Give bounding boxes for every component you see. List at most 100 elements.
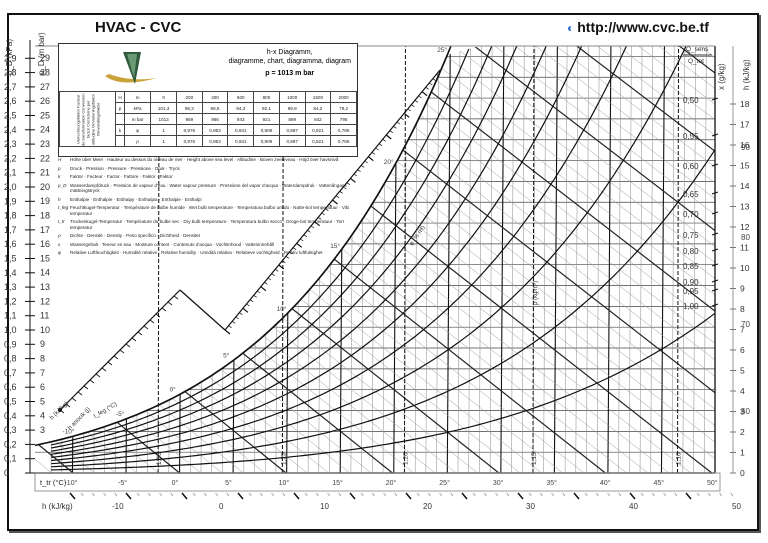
chart-label: 18 xyxy=(740,99,750,109)
chart-label: 2,4 xyxy=(4,125,17,135)
table-cell: 989 xyxy=(175,113,203,125)
chart-label: 90 xyxy=(741,143,750,152)
chart-label: 0 xyxy=(4,468,9,478)
table-cell: 96,6 xyxy=(201,102,229,114)
table-cell: 0,976 xyxy=(175,135,203,147)
chart-label: 0,70 xyxy=(683,210,699,219)
table-cell: 0,931 xyxy=(227,135,255,147)
legend-text: Relative Luftfeuchtigkeit · Humidité rel… xyxy=(70,250,323,255)
chart-label: x (g/kg) xyxy=(717,63,726,90)
chart-label: 0,75 xyxy=(683,231,699,240)
chart-label: ρ (kg/m³) xyxy=(533,281,539,305)
chart-label: -10° xyxy=(62,427,74,435)
cvc-logo-icon xyxy=(105,52,157,84)
table-cell: m bar xyxy=(123,113,152,125)
legend-symbol: h xyxy=(58,196,61,202)
legend-symbol: t_tr xyxy=(58,219,65,224)
table-cell: 842 xyxy=(304,113,332,125)
table-cell: 79,2 xyxy=(330,102,357,114)
table-cell: 0,785 xyxy=(330,135,357,147)
table-cell: 0,909 xyxy=(253,135,280,147)
legend-text: Dichte · Densité · Density · Peso specif… xyxy=(70,233,200,238)
chart-label: 2,8 xyxy=(4,68,17,78)
chart-label: 0,4 xyxy=(4,411,17,421)
chart-label: 0,65 xyxy=(683,190,699,199)
legend-text: Wassergehalt · Teneur en eau · Moisture … xyxy=(70,241,275,247)
chart-label: 1,6 xyxy=(4,239,17,249)
table-cell: 899 xyxy=(278,113,306,125)
legend-item: H Höhe über Meer · Hauteur au dessus du n… xyxy=(58,157,358,163)
heading-line-2: diagramme, chart, diagramma, diagram xyxy=(228,58,351,65)
url-text[interactable]: http://www.cvc.be.tf xyxy=(577,19,709,35)
chart-label: 3 xyxy=(740,407,745,417)
legend-symbol: p_D xyxy=(58,182,67,188)
table-cell: 0,953 xyxy=(201,135,229,147)
chart-label: -10 xyxy=(112,502,124,511)
table-cell: 0,976 xyxy=(175,124,203,136)
chart-label: 30 xyxy=(526,502,535,511)
site-url[interactable]: ◐ http://www.cvc.be.tf xyxy=(567,19,709,35)
table-cell: 89,9 xyxy=(278,102,306,114)
legend-item: t_feg Feuchtkugel-Temperatur · Températur… xyxy=(58,205,358,216)
chart-label: 45° xyxy=(653,479,664,487)
chart-label: 1,5 xyxy=(4,254,17,264)
chart-label: 19 xyxy=(40,196,50,206)
chart-label: 17 xyxy=(740,120,750,130)
chart-label: 1,7 xyxy=(4,225,17,235)
chart-label: 1,4 xyxy=(4,268,17,278)
diagram-heading: h-x Diagramm, diagramme, chart, diagramm… xyxy=(228,48,351,78)
chart-label: 0 xyxy=(740,468,745,478)
chart-label: 20 xyxy=(40,182,50,192)
chart-label: 16 xyxy=(40,239,50,249)
chart-label: 2,7 xyxy=(4,82,17,92)
legend-text: Faktor · Facteur · Factor · Fattore · Fa… xyxy=(70,174,173,179)
chart-label: 10 xyxy=(740,263,750,273)
conversion-table: Umrechnungsfaktor Facteur de transformat… xyxy=(59,91,357,147)
chart-label: 9 xyxy=(40,339,45,349)
chart-label: -5° xyxy=(118,479,127,487)
chart-label: 1,20 xyxy=(402,452,409,465)
chart-label: 1,2 xyxy=(4,296,17,306)
legend-symbol: k xyxy=(58,174,61,179)
chart-label: 2 xyxy=(740,427,745,437)
table-cell: 1 xyxy=(150,135,177,147)
table-cell: 84,2 xyxy=(304,102,332,114)
chart-label: 6 xyxy=(740,345,745,355)
table-row: k φ 1 0,976 0,953 0,931 0,909 0,887 0,821 0,785 xyxy=(60,124,357,136)
chart-label: 40 xyxy=(629,502,638,511)
chart-label: 0,60 xyxy=(683,162,699,171)
chart-label: 6 xyxy=(40,382,45,392)
chart-label: 0,85 xyxy=(683,262,699,271)
legend-item: k Faktor · Facteur · Factor · Fattore · F… xyxy=(58,174,358,180)
chart-label: h (kJ/kg) xyxy=(42,502,73,511)
chart-label: p_D (m bar) xyxy=(37,32,46,75)
table-cell: 1 xyxy=(150,124,177,136)
chart-label: 25° xyxy=(437,46,447,54)
info-box: h-x Diagramm, diagramme, chart, diagramm… xyxy=(58,43,358,157)
symbol-legend: H Höhe über Meer · Hauteur au dessus du n… xyxy=(58,157,358,259)
chart-label: 2,9 xyxy=(4,53,17,63)
legend-text: Trockenkugel-Temperatur · Température du… xyxy=(70,219,345,230)
legend-text: Feuchtkugel-Temperatur · Température de … xyxy=(70,205,349,216)
chart-label: 1,00 xyxy=(683,302,699,311)
chart-label: 25 xyxy=(40,110,50,120)
table-cell: 2000 xyxy=(330,91,357,103)
chart-label: 30° xyxy=(493,479,504,487)
chart-label: 22 xyxy=(40,153,50,163)
table-cell: k xyxy=(115,124,125,136)
legend-symbol: ρ xyxy=(58,233,61,238)
chart-label: 2,1 xyxy=(4,168,17,178)
table-cell: 0,887 xyxy=(278,135,306,147)
chart-label: 40° xyxy=(600,479,611,487)
chart-label: h (kJ/kg) xyxy=(742,59,751,90)
legend-item: ρ Dichte · Densité · Density · Peso speci… xyxy=(58,233,358,239)
table-cell: ρ xyxy=(123,135,152,147)
chart-label: 10 xyxy=(40,325,50,335)
chart-label: Q_tot xyxy=(688,58,704,65)
chart-label: 14 xyxy=(40,268,50,278)
chart-label: 1,8 xyxy=(4,211,17,221)
legend-item: h Enthalpie · Enthalpie · Enthalpy · Enth… xyxy=(58,197,358,203)
chart-label: 20 xyxy=(423,502,432,511)
chart-label: 80 xyxy=(741,233,750,242)
